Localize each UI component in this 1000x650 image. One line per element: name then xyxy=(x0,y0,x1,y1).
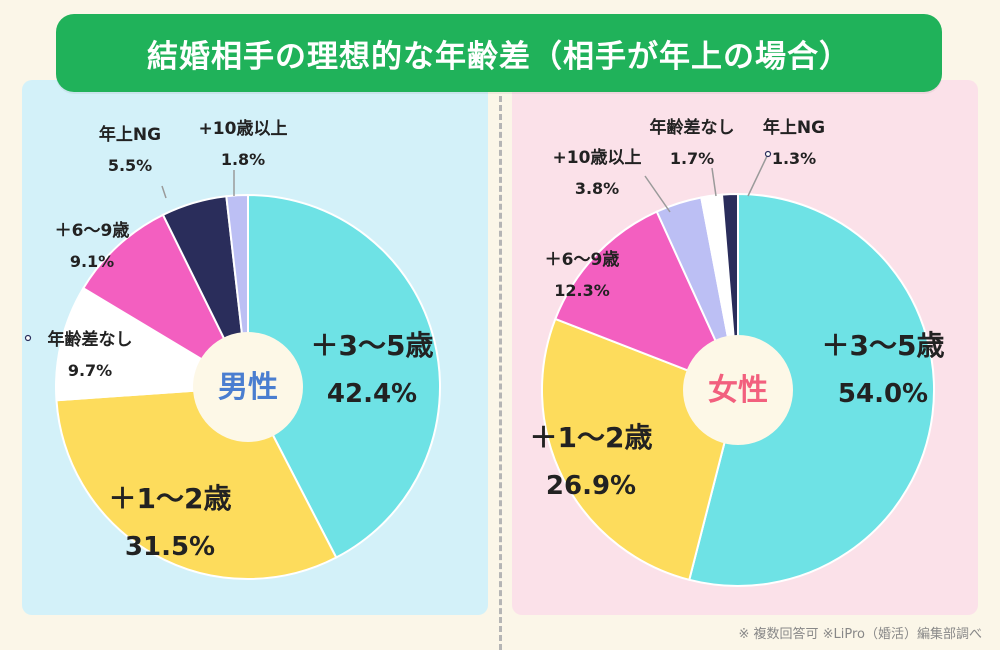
leader-line xyxy=(747,153,769,197)
slice-value: 31.5% xyxy=(125,532,215,562)
slice-value: 26.9% xyxy=(546,471,636,501)
pie-center xyxy=(683,335,793,445)
slice-value: 3.8% xyxy=(575,179,619,198)
slice-label: 年上NG xyxy=(99,124,161,145)
leader-line xyxy=(711,167,717,197)
pie-slice xyxy=(688,192,936,587)
chart-title: 結婚相手の理想的な年齢差（相手が年上の場合） xyxy=(56,14,942,92)
slice-value: 42.4% xyxy=(327,379,417,409)
slice-label: +10歳以上 xyxy=(199,118,288,139)
center-label: 男性 xyxy=(218,370,278,405)
pie-slice xyxy=(81,213,251,390)
slice-label: 年齢差なし xyxy=(650,117,735,138)
slice-label: ＋3〜5歳 xyxy=(311,329,434,362)
pie-chart-female: 女性 ＋3〜5歳 54.0% ＋1〜2歳 26.9% ＋6〜9歳 12.3% +10歳以上 3.… xyxy=(530,117,945,587)
pie-chart-male: 男性 ＋3〜5歳 42.4% ＋1〜2歳 31.5% 年齢差なし 9.7% ＋6〜9歳 9.1%… xyxy=(24,118,441,580)
slice-value: 9.1% xyxy=(70,252,114,271)
pie-slice xyxy=(554,210,740,392)
source-note: ※ 複数回答可 ※LiPro（婚活）編集部調べ xyxy=(738,627,982,642)
slice-value: 9.7% xyxy=(68,361,112,380)
slice-value: 5.5% xyxy=(108,156,152,175)
slice-label: 年上NG xyxy=(763,117,825,138)
slice-label: ＋6〜9歳 xyxy=(55,220,130,241)
slice-label: ＋3〜5歳 xyxy=(822,329,945,362)
slice-label: 年齢差なし xyxy=(48,329,133,350)
leader-dot xyxy=(24,334,32,342)
leader-line xyxy=(161,185,167,199)
slice-value: 12.3% xyxy=(554,281,610,300)
slice-label: ＋1〜2歳 xyxy=(109,482,232,515)
slice-label: +10歳以上 xyxy=(553,147,642,168)
pie-slice xyxy=(247,193,441,559)
slice-value: 1.3% xyxy=(772,149,816,168)
slice-label: ＋6〜9歳 xyxy=(545,249,620,270)
leader-dot xyxy=(764,150,772,158)
leader-line xyxy=(644,175,671,213)
slice-value: 54.0% xyxy=(838,379,928,409)
slice-value: 1.8% xyxy=(221,150,265,169)
center-label: 女性 xyxy=(708,373,768,408)
slice-value: 1.7% xyxy=(670,149,714,168)
slice-label: ＋1〜2歳 xyxy=(530,421,653,454)
pie-center xyxy=(193,332,303,442)
panel-divider xyxy=(499,96,502,650)
